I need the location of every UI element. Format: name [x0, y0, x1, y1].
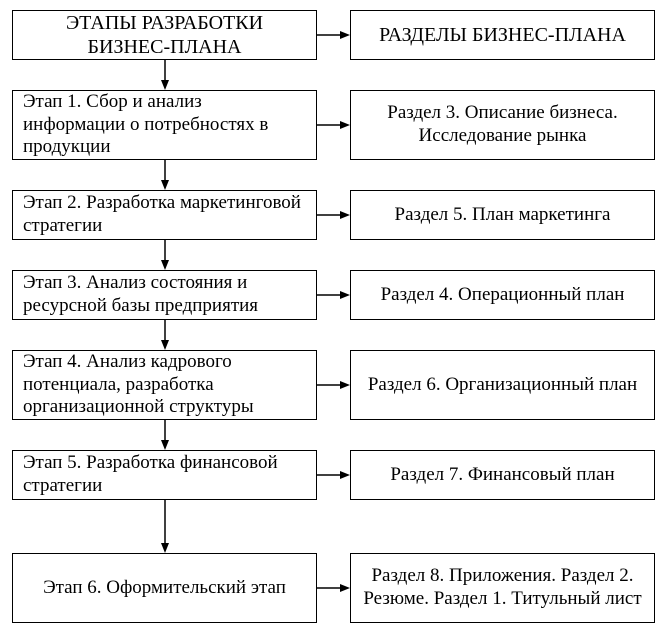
node-label: Раздел 4. Операционный план	[381, 284, 625, 307]
node-L3: Этап 3. Анализ состояния и ресурсной баз…	[12, 270, 317, 320]
node-R3: Раздел 4. Операционный план	[350, 270, 655, 320]
node-L2: Этап 2. Разработка маркетинговой стратег…	[12, 190, 317, 240]
node-label: Раздел 6. Организационный план	[368, 374, 637, 397]
node-L6: Этап 6. Оформительский этап	[12, 553, 317, 623]
node-label: ЭТАПЫ РАЗРАБОТКИ БИЗНЕС-ПЛАНА	[23, 11, 306, 59]
node-label: Этап 3. Анализ состояния и ресурсной баз…	[23, 272, 306, 318]
node-R2: Раздел 5. План маркетинга	[350, 190, 655, 240]
node-R4: Раздел 6. Организационный план	[350, 350, 655, 420]
node-L0: ЭТАПЫ РАЗРАБОТКИ БИЗНЕС-ПЛАНА	[12, 10, 317, 60]
node-label: РАЗДЕЛЫ БИЗНЕС-ПЛАНА	[379, 23, 626, 47]
node-label: Раздел 5. План маркетинга	[395, 204, 611, 227]
node-label: Этап 2. Разработка маркетинговой стратег…	[23, 192, 306, 238]
node-label: Этап 1. Сбор и анализ информации о потре…	[23, 91, 306, 159]
node-L4: Этап 4. Анализ кадрового потенциала, раз…	[12, 350, 317, 420]
node-label: Этап 6. Оформительский этап	[43, 577, 286, 600]
node-label: Раздел 3. Описание бизнеса. Исследование…	[361, 102, 644, 148]
node-label: Раздел 7. Финансовый план	[390, 464, 614, 487]
node-R0: РАЗДЕЛЫ БИЗНЕС-ПЛАНА	[350, 10, 655, 60]
node-label: Этап 4. Анализ кадрового потенциала, раз…	[23, 351, 306, 419]
node-R6: Раздел 8. Приложения. Раздел 2. Резюме. …	[350, 553, 655, 623]
node-R1: Раздел 3. Описание бизнеса. Исследование…	[350, 90, 655, 160]
node-L5: Этап 5. Разработка финансовой стратегии	[12, 450, 317, 500]
node-label: Раздел 8. Приложения. Раздел 2. Резюме. …	[361, 565, 644, 611]
flowchart-canvas: ЭТАПЫ РАЗРАБОТКИ БИЗНЕС-ПЛАНА РАЗДЕЛЫ БИЗ…	[0, 0, 671, 643]
node-R5: Раздел 7. Финансовый план	[350, 450, 655, 500]
node-L1: Этап 1. Сбор и анализ информации о потре…	[12, 90, 317, 160]
node-label: Этап 5. Разработка финансовой стратегии	[23, 452, 306, 498]
